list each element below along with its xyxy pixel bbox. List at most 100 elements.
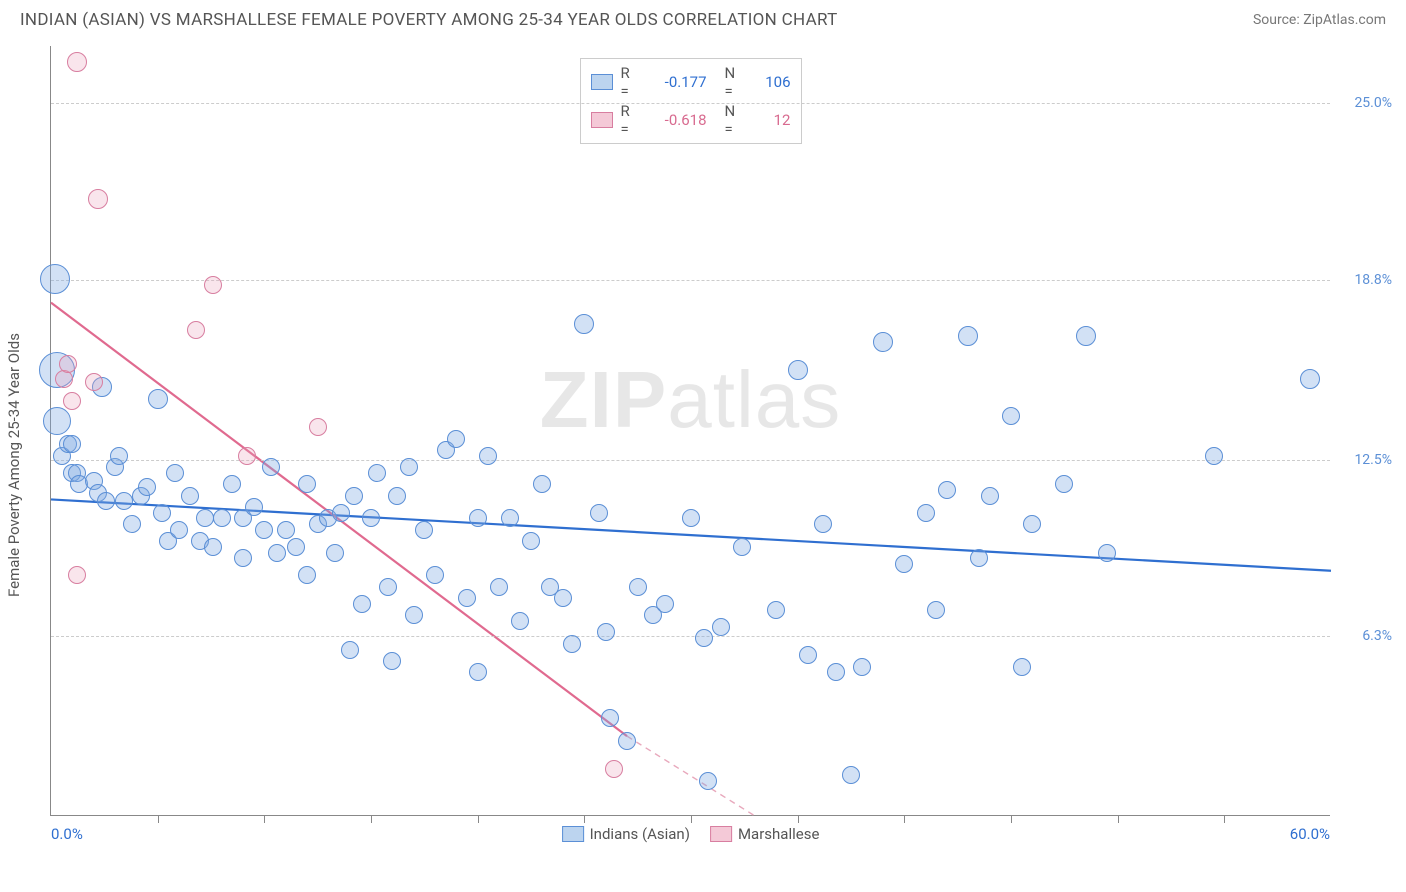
data-point [67,52,87,72]
data-point [981,487,999,505]
data-point [326,544,344,562]
data-point [479,447,497,465]
data-point [458,589,476,607]
data-point [873,332,893,352]
n-value: 12 [751,111,791,129]
data-point [842,766,860,784]
gridline [51,636,1330,637]
n-label: N = [725,64,743,100]
data-point [63,435,81,453]
data-point [1002,407,1020,425]
source-label: Source: ZipAtlas.com [1253,12,1386,28]
data-point [938,481,956,499]
data-point [629,578,647,596]
y-tick-label: 12.5% [1354,452,1392,468]
data-point [853,658,871,676]
x-tick [158,815,159,823]
data-point [204,276,222,294]
x-tick [264,815,265,823]
data-point [554,589,572,607]
data-point [287,538,305,556]
data-point [426,566,444,584]
y-tick-label: 25.0% [1354,95,1392,111]
legend-stats-row: R =-0.618N =12 [591,101,791,139]
data-point [1098,544,1116,562]
data-point [213,509,231,527]
data-point [138,478,156,496]
data-point [400,458,418,476]
y-tick-label: 18.8% [1354,272,1392,288]
data-point [1076,326,1096,346]
x-tick [478,815,479,823]
y-tick-label: 6.3% [1362,628,1392,644]
n-value: 106 [751,73,791,91]
data-point [733,538,751,556]
r-label: R = [621,102,639,138]
data-point [917,504,935,522]
legend-swatch [562,826,584,842]
data-point [814,515,832,533]
x-tick [584,815,585,823]
data-point [245,498,263,516]
data-point [1055,475,1073,493]
data-point [181,487,199,505]
data-point [563,635,581,653]
data-point [712,618,730,636]
scatter-plot: ZIPatlas R =-0.177N =106R =-0.618N =12 I… [50,46,1330,816]
data-point [43,407,71,435]
legend-series-item: Indians (Asian) [562,825,690,843]
chart-title: INDIAN (ASIAN) VS MARSHALLESE FEMALE POV… [20,10,838,30]
data-point [827,663,845,681]
data-point [298,475,316,493]
header: INDIAN (ASIAN) VS MARSHALLESE FEMALE POV… [0,0,1406,36]
data-point [368,464,386,482]
data-point [522,532,540,550]
data-point [234,549,252,567]
x-tick [691,815,692,823]
data-point [605,760,623,778]
legend-series-name: Indians (Asian) [590,825,690,843]
x-tick [371,815,372,823]
data-point [255,521,273,539]
data-point [388,487,406,505]
data-point [379,578,397,596]
x-max-label: 60.0% [1290,825,1330,843]
x-tick [798,815,799,823]
data-point [123,515,141,533]
n-label: N = [725,102,743,138]
data-point [927,601,945,619]
data-point [153,504,171,522]
chart-container: Female Poverty Among 25-34 Year Olds ZIP… [20,36,1386,876]
data-point [533,475,551,493]
data-point [799,646,817,664]
data-point [262,458,280,476]
r-value: -0.177 [647,73,707,91]
data-point [68,566,86,584]
data-point [447,430,465,448]
data-point [298,566,316,584]
r-label: R = [621,64,639,100]
data-point [618,732,636,750]
legend-swatch [591,112,613,128]
data-point [405,606,423,624]
data-point [511,612,529,630]
data-point [353,595,371,613]
data-point [115,492,133,510]
x-tick [1118,815,1119,823]
gridline [51,103,1330,104]
data-point [601,709,619,727]
data-point [40,264,70,294]
legend-swatch [710,826,732,842]
regression-line [627,736,755,816]
data-point [97,492,115,510]
legend-stats-row: R = -0.177 N = 106 [591,63,791,101]
data-point [597,623,615,641]
data-point [341,641,359,659]
data-point [1300,369,1320,389]
data-point [238,447,256,465]
data-point [362,509,380,527]
data-point [332,504,350,522]
legend-series-item: Marshallese [710,825,819,843]
data-point [895,555,913,573]
data-point [345,487,363,505]
